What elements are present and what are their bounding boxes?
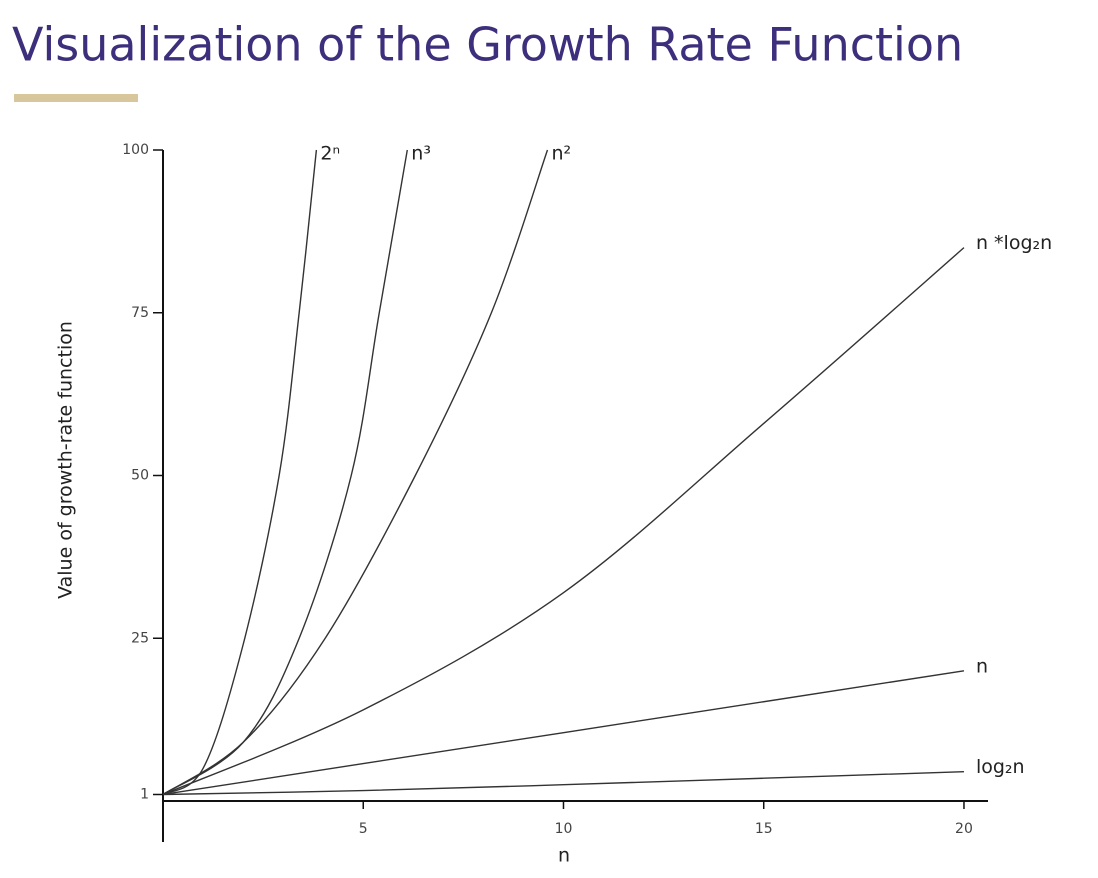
x-tick-label: 5	[359, 821, 368, 837]
y-tick-label: 75	[131, 305, 149, 321]
y-tick-label: 100	[122, 142, 149, 158]
y-tick-label: 25	[131, 630, 149, 646]
x-tick-label: 10	[555, 821, 573, 837]
curve	[162, 771, 964, 796]
slide-title: Visualization of the Growth Rate Functio…	[12, 18, 963, 72]
x-tick-label: 15	[755, 821, 773, 837]
curve	[162, 149, 318, 796]
curve	[162, 670, 965, 796]
curve-label: n	[976, 655, 988, 677]
curve-label: n³	[411, 143, 431, 165]
curve	[162, 149, 408, 796]
x-tick-label: 20	[955, 821, 973, 837]
y-tick-label: 50	[131, 468, 149, 484]
curve-label: n *log₂n	[976, 232, 1052, 254]
x-axis-label: n	[558, 845, 570, 867]
curve	[162, 149, 549, 796]
curve-label: n²	[551, 143, 571, 165]
curve-label: log₂n	[976, 756, 1025, 778]
curve	[162, 247, 965, 796]
curve-label: 2ⁿ	[320, 143, 340, 165]
y-tick-label: 1	[140, 786, 149, 802]
y-axis-label: Value of growth-rate function	[55, 321, 77, 599]
title-underline	[14, 94, 138, 102]
